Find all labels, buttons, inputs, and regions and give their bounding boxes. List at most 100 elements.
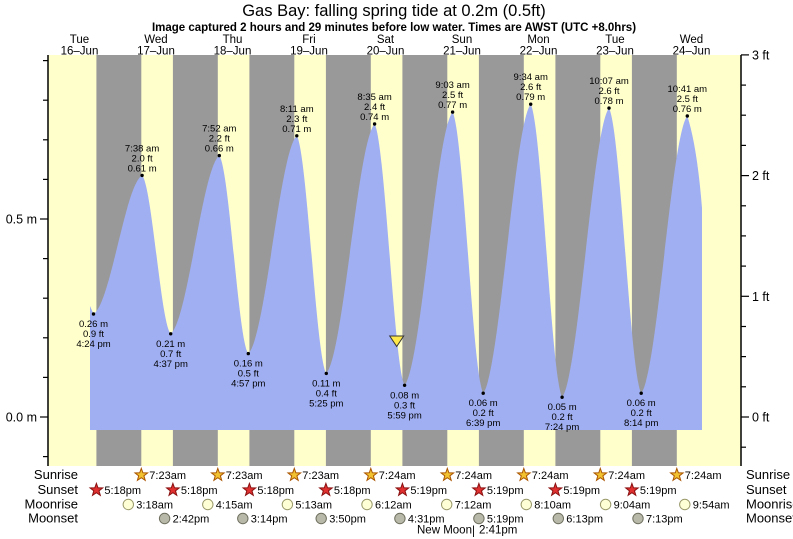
low-tide-annotation: 6:39 pm — [466, 418, 500, 429]
low-tide-annotation: 7:24 pm — [545, 422, 579, 433]
high-tide-annotation: 2.6 ft — [520, 82, 541, 93]
moonrise-time: 7:12am — [455, 500, 492, 512]
high-tide-annotation: 2.0 ft — [132, 153, 153, 164]
sunrise-icon — [210, 466, 226, 482]
low-tide-annotation: 0.4 ft — [316, 388, 337, 399]
day-date-label: 16–Jun — [61, 46, 99, 58]
sunset-icon — [318, 481, 334, 497]
moonrise-icon — [679, 498, 691, 511]
high-tide-annotation: 0.79 m — [516, 92, 545, 103]
low-tide-annotation: 0.05 m — [548, 402, 577, 413]
new-moon-time: 2:41pm — [479, 525, 517, 537]
moonset-row-label-right: Moonset — [746, 511, 793, 526]
chart-layers: 0.0 m0.5 m0 ft1 ft2 ft3 ftTue16–JunWed17… — [6, 34, 770, 526]
moonset-icon — [552, 512, 564, 525]
low-tide-annotation: 0.5 ft — [238, 369, 259, 380]
low-tide-annotation: 4:24 pm — [76, 339, 110, 350]
sunset-row-label-right: Sunset — [746, 482, 787, 497]
sunset-time: 5:18pm — [181, 485, 218, 497]
sunset-time: 5:19pm — [563, 485, 600, 497]
sunset-icon — [624, 481, 640, 497]
low-tide-dot — [639, 391, 643, 395]
day-date-label: 23–Jun — [596, 46, 634, 58]
low-tide-annotation: 0.7 ft — [160, 349, 181, 360]
high-tide-annotation: 2.6 ft — [598, 86, 619, 97]
sunrise-time: 7:24am — [532, 470, 569, 482]
low-tide-annotation: 0.06 m — [627, 398, 656, 409]
high-tide-annotation: 10:07 am — [589, 76, 629, 87]
low-tide-annotation: 0.3 ft — [394, 400, 415, 411]
left-axis-label: 0.0 m — [6, 411, 37, 425]
low-tide-annotation: 4:37 pm — [154, 359, 188, 370]
low-tide-annotation: 0.06 m — [469, 398, 498, 409]
moonrise-time: 6:12am — [375, 500, 412, 512]
new-moon-separator: | — [472, 526, 475, 538]
day-date-label: 20–Jun — [367, 46, 405, 58]
sunrise-icon — [286, 466, 303, 482]
moonrise-time: 9:54am — [693, 500, 730, 512]
moonrise-time: 9:04am — [614, 500, 651, 512]
low-tide-annotation: 5:25 pm — [309, 398, 343, 409]
day-name-label: Sun — [452, 34, 472, 46]
sunrise-time: 7:24am — [685, 470, 722, 482]
moonset-icon — [632, 512, 644, 525]
sunrise-row-label-right: Sunrise — [746, 467, 790, 482]
sunrise-icon — [133, 466, 150, 482]
low-tide-annotation: 8:14 pm — [624, 418, 658, 429]
moonrise-icon — [122, 498, 135, 511]
high-tide-annotation: 0.71 m — [282, 124, 311, 135]
day-name-label: Tue — [605, 34, 624, 46]
moonrise-icon — [202, 498, 214, 511]
sunrise-time: 7:24am — [608, 470, 645, 482]
right-axis-label: 1 ft — [752, 290, 770, 304]
sunrise-icon — [516, 466, 532, 482]
new-moon-label: New Moon — [417, 525, 472, 537]
high-tide-annotation: 8:35 am — [357, 92, 391, 103]
low-tide-dot — [91, 312, 96, 316]
high-tide-annotation: 7:52 am — [202, 124, 236, 135]
low-tide-dot — [481, 391, 485, 395]
day-name-label: Wed — [680, 34, 703, 46]
day-name-label: Mon — [527, 34, 549, 46]
right-axis-label: 2 ft — [752, 169, 770, 183]
moonset-icon — [394, 512, 406, 525]
high-tide-annotation: 2.5 ft — [442, 90, 463, 101]
sunrise-row-label-left: Sunrise — [34, 467, 78, 482]
day-date-label: 17–Jun — [137, 46, 175, 58]
current-time-marker-icon — [388, 335, 405, 348]
sunrise-time: 7:24am — [455, 470, 492, 482]
moonset-time: 7:13pm — [646, 514, 683, 526]
sunrise-icon — [439, 466, 456, 482]
high-tide-dot — [529, 102, 533, 106]
high-tide-dot — [450, 110, 455, 114]
high-tide-dot — [295, 134, 299, 138]
high-tide-annotation: 10:41 am — [667, 84, 707, 95]
moonset-icon — [473, 512, 485, 525]
moonset-icon — [315, 512, 327, 525]
sunset-icon — [165, 481, 181, 497]
high-tide-annotation: 9:03 am — [435, 80, 469, 91]
moonrise-time: 8:10am — [534, 500, 571, 512]
chart-subtitle: Image captured 2 hours and 29 minutes be… — [152, 22, 636, 34]
high-tide-annotation: 0.78 m — [594, 96, 623, 107]
moonrise-time: 4:15am — [216, 500, 253, 512]
sunset-time: 5:19pm — [487, 485, 524, 497]
sunset-icon — [394, 481, 411, 497]
moonrise-row-label-left: Moonrise — [25, 497, 78, 512]
sunrise-time: 7:23am — [302, 470, 339, 482]
day-name-label: Wed — [144, 34, 167, 46]
sunset-time: 5:18pm — [104, 485, 141, 497]
high-tide-annotation: 0.61 m — [128, 163, 157, 174]
high-tide-annotation: 7:38 am — [125, 143, 159, 154]
low-tide-annotation: 0.26 m — [79, 319, 108, 330]
day-date-label: 21–Jun — [443, 46, 481, 58]
high-tide-dot — [140, 173, 144, 178]
high-tide-dot — [217, 153, 221, 158]
sunrise-icon — [363, 466, 379, 482]
day-name-label: Sat — [377, 34, 395, 46]
high-tide-annotation: 2.3 ft — [286, 114, 307, 125]
low-tide-annotation: 0.11 m — [312, 378, 340, 389]
day-date-label: 19–Jun — [290, 46, 328, 58]
low-tide-dot — [246, 351, 250, 356]
